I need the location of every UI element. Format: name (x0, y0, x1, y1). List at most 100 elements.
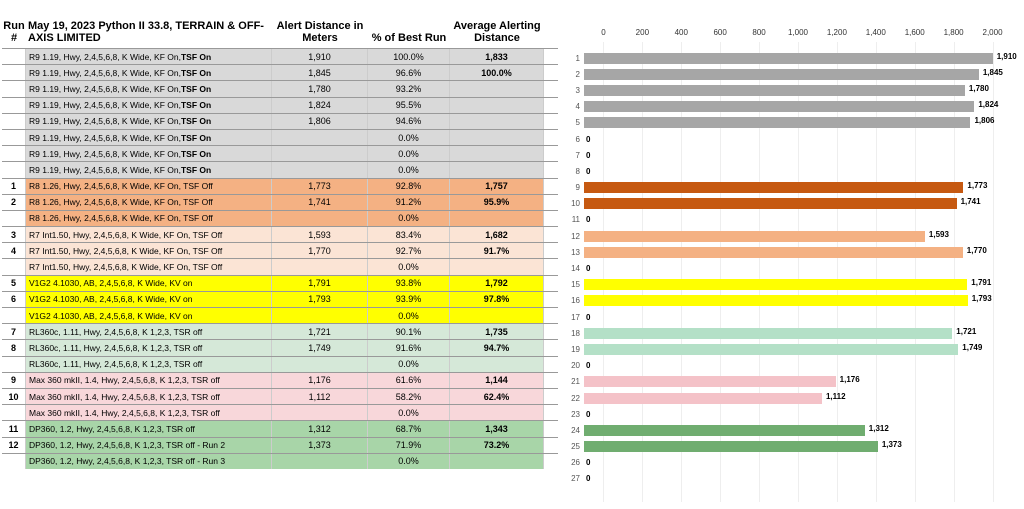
bar-row: 211,176 (584, 374, 1012, 390)
table-row: DP360, 1.2, Hwy, 2,4,5,6,8, K 1,2,3, TSR… (2, 453, 558, 469)
description-cell: R9 1.19, Hwy, 2,4,5,6,8, K Wide, KF On, … (26, 65, 272, 80)
axis-tick: 200 (623, 28, 662, 48)
avg-distance-cell (450, 405, 544, 420)
alert-distance-cell: 1,770 (272, 243, 368, 258)
data-bar: 1,749 (584, 344, 958, 355)
avg-distance-cell: 97.8% (450, 292, 544, 307)
bar-row: 121,593 (584, 228, 1012, 244)
avg-distance-cell (450, 259, 544, 274)
bar-index: 9 (566, 183, 580, 192)
bar-index: 17 (566, 313, 580, 322)
pct-best-cell: 68.7% (368, 421, 450, 436)
table-row: R9 1.19, Hwy, 2,4,5,6,8, K Wide, KF On, … (2, 97, 558, 113)
alert-distance-cell (272, 162, 368, 177)
data-bar: 1,791 (584, 279, 967, 290)
run-number: 12 (2, 438, 26, 453)
alert-distance-cell: 1,780 (272, 81, 368, 96)
alert-distance-cell: 1,593 (272, 227, 368, 242)
bar-value-label: 0 (586, 474, 590, 483)
bar-index: 27 (566, 474, 580, 483)
description-cell: R7 Int1.50, Hwy, 2,4,5,6,8, K Wide, KF O… (26, 259, 272, 274)
bar-row: 41,824 (584, 99, 1012, 115)
description-cell: DP360, 1.2, Hwy, 2,4,5,6,8, K 1,2,3, TSR… (26, 438, 272, 453)
table-row: R9 1.19, Hwy, 2,4,5,6,8, K Wide, KF On, … (2, 161, 558, 177)
axis-tick: 1,000 (779, 28, 818, 48)
bar-chart: 02004006008001,0001,2001,4001,6001,8002,… (560, 0, 1020, 509)
col-header-run: Run # (2, 20, 26, 44)
bar-row: 70 (584, 147, 1012, 163)
bar-value-label: 0 (586, 264, 590, 273)
bar-row: 270 (584, 471, 1012, 487)
run-number: 3 (2, 227, 26, 242)
pct-best-cell: 0.0% (368, 357, 450, 372)
data-bar: 1,312 (584, 425, 865, 436)
bar-value-label: 0 (586, 151, 590, 160)
bar-index: 18 (566, 329, 580, 338)
axis-tick: 1,600 (895, 28, 934, 48)
bar-index: 22 (566, 394, 580, 403)
data-bar: 1,824 (584, 101, 974, 112)
avg-distance-cell: 95.9% (450, 195, 544, 210)
run-number (2, 98, 26, 113)
description-cell: Max 360 mkII, 1.4, Hwy, 2,4,5,6,8, K 1,2… (26, 389, 272, 404)
table-row: R9 1.19, Hwy, 2,4,5,6,8, K Wide, KF On, … (2, 113, 558, 129)
data-bar: 1,721 (584, 328, 952, 339)
bar-row: 11,910 (584, 50, 1012, 66)
alert-distance-cell (272, 308, 368, 323)
bar-index: 21 (566, 377, 580, 386)
chart-axis: 02004006008001,0001,2001,4001,6001,8002,… (584, 28, 1012, 48)
bar-value-label: 0 (586, 167, 590, 176)
description-cell: R7 Int1.50, Hwy, 2,4,5,6,8, K Wide, KF O… (26, 227, 272, 242)
table-row: R7 Int1.50, Hwy, 2,4,5,6,8, K Wide, KF O… (2, 258, 558, 274)
bar-value-label: 0 (586, 135, 590, 144)
run-number (2, 454, 26, 469)
avg-distance-cell (450, 357, 544, 372)
table-row: 8RL360c, 1.11, Hwy, 2,4,5,6,8, K 1,2,3, … (2, 339, 558, 355)
data-bar: 1,780 (584, 85, 965, 96)
bar-value-label: 1,312 (869, 424, 889, 433)
bar-row: 260 (584, 455, 1012, 471)
pct-best-cell: 90.1% (368, 324, 450, 339)
data-bar: 1,593 (584, 231, 925, 242)
bar-value-label: 1,793 (972, 294, 992, 303)
avg-distance-cell: 91.7% (450, 243, 544, 258)
run-number (2, 114, 26, 129)
description-cell: Max 360 mkII, 1.4, Hwy, 2,4,5,6,8, K 1,2… (26, 405, 272, 420)
bar-row: 200 (584, 358, 1012, 374)
bar-index: 10 (566, 199, 580, 208)
pct-best-cell: 83.4% (368, 227, 450, 242)
avg-distance-cell (450, 81, 544, 96)
run-number: 7 (2, 324, 26, 339)
alert-distance-cell: 1,791 (272, 276, 368, 291)
run-number (2, 405, 26, 420)
run-number (2, 162, 26, 177)
col-header-alert: Alert Distance in Meters (272, 20, 368, 44)
pct-best-cell: 0.0% (368, 146, 450, 161)
run-number (2, 81, 26, 96)
table-row: 12DP360, 1.2, Hwy, 2,4,5,6,8, K 1,2,3, T… (2, 437, 558, 453)
alert-distance-cell: 1,845 (272, 65, 368, 80)
bar-index: 8 (566, 167, 580, 176)
alert-distance-cell (272, 146, 368, 161)
run-number: 1 (2, 179, 26, 194)
data-bar: 1,373 (584, 441, 878, 452)
description-cell: R9 1.19, Hwy, 2,4,5,6,8, K Wide, KF On, … (26, 81, 272, 96)
run-number: 6 (2, 292, 26, 307)
table-row: 2R8 1.26, Hwy, 2,4,5,6,8, K Wide, KF On,… (2, 194, 558, 210)
description-cell: V1G2 4.1030, AB, 2,4,5,6,8, K Wide, KV o… (26, 276, 272, 291)
col-header-avg: Average Alerting Distance (450, 20, 544, 44)
pct-best-cell: 0.0% (368, 454, 450, 469)
table-row: 6V1G2 4.1030, AB, 2,4,5,6,8, K Wide, KV … (2, 291, 558, 307)
bar-value-label: 1,824 (978, 100, 998, 109)
bar-index: 5 (566, 118, 580, 127)
bar-value-label: 1,176 (840, 375, 860, 384)
bar-index: 26 (566, 458, 580, 467)
run-number: 2 (2, 195, 26, 210)
description-cell: V1G2 4.1030, AB, 2,4,5,6,8, K Wide, KV o… (26, 292, 272, 307)
alert-distance-cell: 1,176 (272, 373, 368, 388)
avg-distance-cell (450, 162, 544, 177)
data-table: Run # May 19, 2023 Python II 33.8, TERRA… (0, 0, 560, 509)
bar-row: 101,741 (584, 196, 1012, 212)
avg-distance-cell: 1,682 (450, 227, 544, 242)
table-body: R9 1.19, Hwy, 2,4,5,6,8, K Wide, KF On, … (2, 48, 558, 469)
